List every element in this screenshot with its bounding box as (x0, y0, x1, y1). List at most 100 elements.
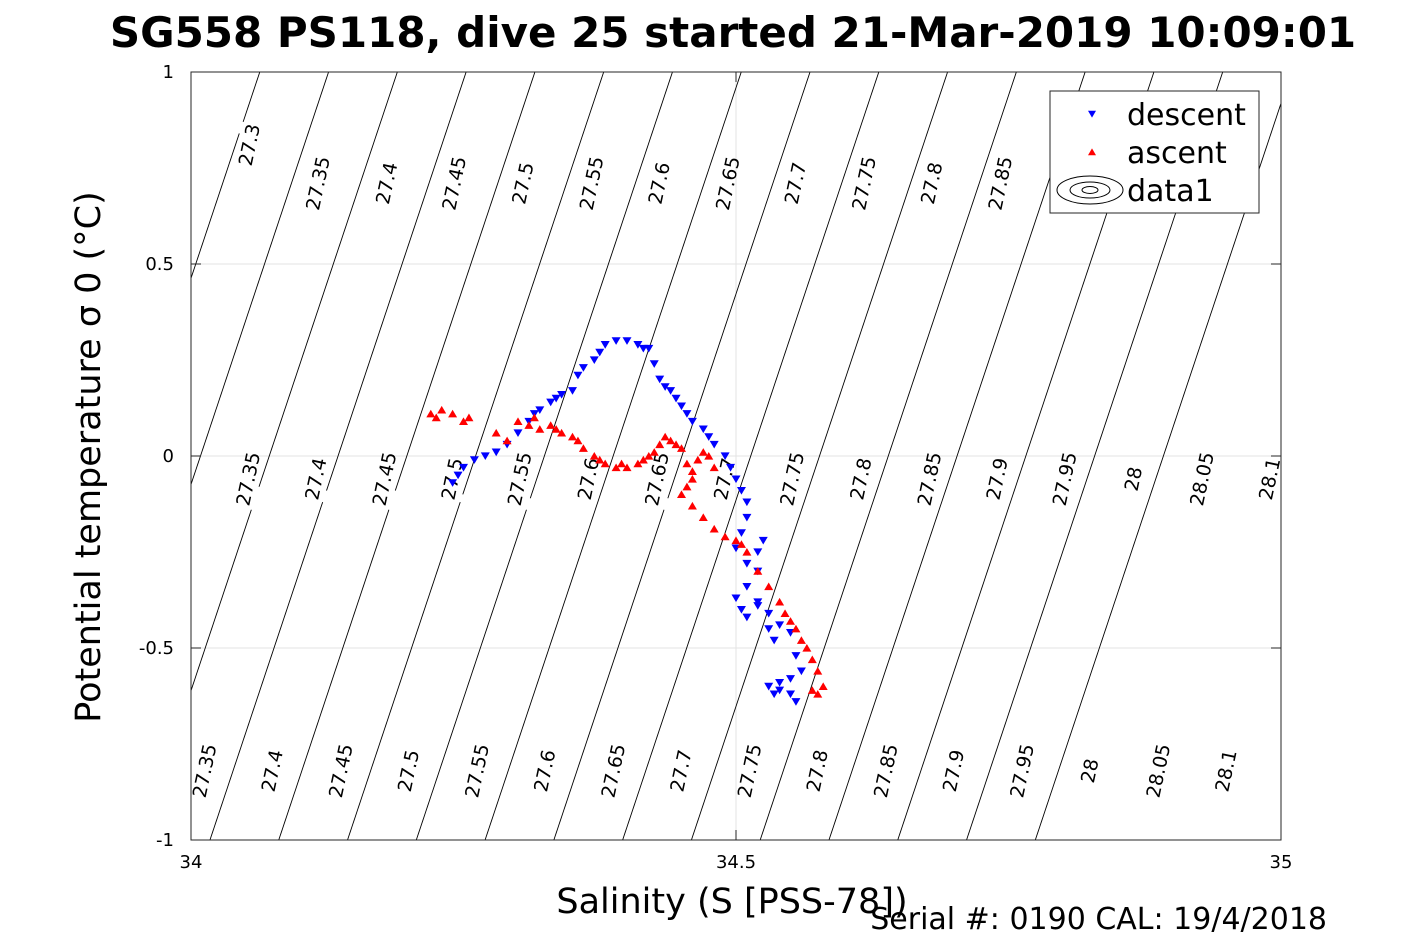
descent-point (469, 456, 479, 464)
ascent-point (459, 417, 468, 426)
contour-legend-icon (1056, 175, 1124, 205)
ascent-point (687, 467, 697, 475)
descent-point (704, 433, 714, 441)
isopycnal-line (690, 72, 948, 840)
descent-point (666, 387, 676, 395)
ascent-point (736, 540, 746, 548)
descent-point (769, 690, 779, 699)
descent-point (491, 448, 501, 457)
contour-label: 27.35 (302, 154, 335, 212)
descent-point (786, 675, 795, 683)
contour-label: 27.75 (776, 450, 809, 508)
ascent-point (764, 582, 774, 591)
contour-label: 27.85 (914, 450, 947, 508)
isopycnal-line (258, 72, 398, 487)
isopycnal-line (759, 72, 1017, 840)
descent-point (671, 394, 681, 403)
descent-point (769, 636, 779, 645)
y-axis-label: Potential temperature σ 0 (°C) (69, 191, 109, 723)
x-tick-label: 34.5 (716, 852, 756, 873)
descent-point (775, 621, 785, 630)
ascent-point (818, 682, 828, 690)
contour-label: 28 (1121, 465, 1148, 493)
contour-label: 27.55 (576, 154, 609, 212)
ascent-point (791, 624, 801, 633)
ascent-series (426, 405, 828, 698)
descent-point (753, 548, 763, 557)
ascent-point (666, 436, 676, 445)
contour-label: 27.85 (984, 154, 1017, 212)
contour-label: 27.35 (232, 450, 265, 508)
ascent-point (786, 617, 795, 625)
descent-point (546, 398, 556, 407)
isopycnal-line (529, 72, 673, 499)
isopycnal-line (394, 72, 536, 491)
ascent-point (513, 417, 523, 426)
ascent-point (775, 597, 785, 606)
legend-label: descent (1127, 98, 1246, 133)
ascent-point (807, 686, 817, 694)
contour-legend-icon (1069, 181, 1111, 199)
ascent-point (677, 444, 686, 452)
contour-label: 27.55 (504, 450, 537, 508)
ascent-point (502, 436, 512, 445)
contour-label: 27.95 (1049, 450, 1082, 508)
ascent-point (551, 425, 561, 433)
contour-label: 27.65 (712, 154, 745, 212)
isopycnal-line (278, 509, 390, 840)
descent-point (736, 486, 746, 495)
descent-point (791, 652, 801, 660)
ascent-point (671, 440, 681, 449)
contour-label: 27.4 (301, 456, 331, 502)
descent-point (742, 582, 752, 591)
legend-label: data1 (1127, 174, 1214, 209)
y-tick-label: -0.5 (139, 638, 174, 659)
contour-label: 27.5 (508, 160, 538, 206)
isopycnal-line (191, 133, 240, 280)
descent-point (687, 417, 697, 426)
descent-point (595, 348, 605, 357)
ascent-point (644, 451, 654, 460)
axis-ticks: 34 34.5 35 1 0.5 0 -0.5 -1 (139, 62, 1293, 873)
contour-label: 27.45 (369, 450, 402, 508)
ascent-point (796, 636, 806, 644)
contour-label: 27.8 (917, 160, 947, 206)
isopycnal-line (326, 72, 467, 491)
contour-label: 27.4 (258, 748, 288, 794)
isopycnal-line (462, 72, 605, 495)
y-tick-label: 1 (163, 62, 174, 83)
descent-point (677, 402, 686, 411)
descent-point (633, 341, 643, 349)
descent-point (551, 394, 561, 403)
ascent-point (682, 482, 692, 491)
contour-label: 27.3 (235, 122, 265, 168)
contour-label: 27.7 (781, 160, 811, 206)
descent-point (736, 606, 746, 614)
ascent-point (638, 455, 648, 464)
contour-label: 27.55 (461, 742, 494, 800)
descent-point (731, 475, 741, 484)
descent-point (753, 598, 763, 606)
descent-point (758, 536, 768, 545)
descent-point (535, 406, 545, 414)
contour-label: 28.05 (1143, 742, 1176, 800)
descent-point (720, 452, 730, 461)
x-axis-label: Salinity (S [PSS-78]) (556, 882, 907, 922)
ascent-point (568, 432, 577, 441)
ascent-point (617, 459, 627, 468)
descent-point (753, 602, 763, 610)
y-tick-label: -1 (156, 830, 174, 851)
descent-point (573, 371, 583, 380)
descent-point (791, 698, 801, 706)
isopycnal-line (622, 72, 880, 840)
ascent-point (491, 428, 501, 437)
descent-point (578, 364, 588, 372)
descent-point (764, 625, 774, 633)
descent-point (709, 440, 719, 449)
descent-point (589, 356, 599, 365)
descent-point (682, 410, 692, 418)
ascent-point (709, 524, 719, 533)
chart-title: SG558 PS118, dive 25 started 21-Mar-2019… (110, 8, 1356, 57)
x-tick-label: 35 (1270, 852, 1293, 873)
